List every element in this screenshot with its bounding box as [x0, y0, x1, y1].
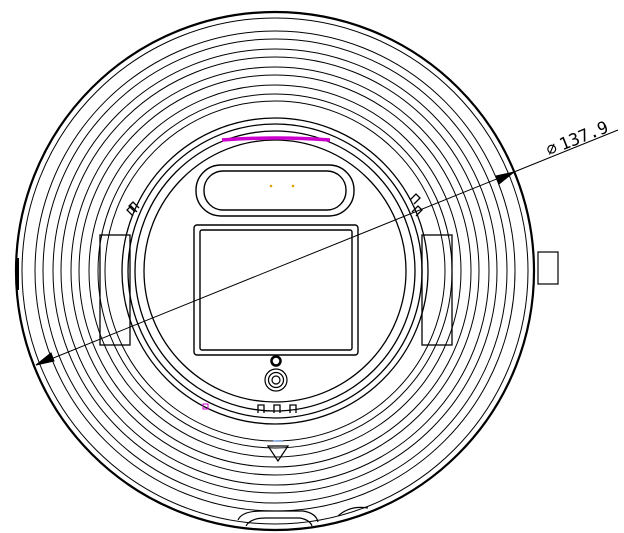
leader-line [513, 129, 619, 173]
arrow-head-left [35, 352, 55, 366]
dimension-line [35, 171, 515, 366]
mount-ring [99, 117, 453, 425]
side-tabs [17, 251, 559, 290]
dimension-label: ∅137.9 [543, 118, 611, 161]
ring [60, 56, 490, 486]
ring [34, 30, 516, 512]
diameter-dimension [35, 129, 619, 366]
indicator-button [264, 355, 288, 392]
sensor-dots [269, 184, 295, 188]
top-accent-arc [221, 136, 331, 142]
diameter-value: 137.9 [557, 118, 612, 156]
arrow-head-right [495, 171, 515, 185]
center-square [193, 224, 359, 356]
bottom-connector [237, 506, 369, 527]
bayonet-slot-right [421, 234, 453, 346]
bayonet-slot-left [99, 234, 131, 346]
ring [21, 17, 529, 525]
ring [104, 100, 446, 442]
small-magenta-mark [202, 403, 209, 410]
outer-rings [14, 10, 536, 532]
ring [97, 93, 453, 449]
outer-ring [14, 10, 536, 532]
alignment-triangle-icon [266, 445, 290, 463]
ring [88, 84, 462, 458]
ring [52, 48, 498, 494]
right-tab [537, 251, 559, 285]
ring [78, 74, 472, 468]
ring [70, 66, 480, 476]
ring [42, 38, 508, 504]
sensor-window [195, 164, 355, 217]
